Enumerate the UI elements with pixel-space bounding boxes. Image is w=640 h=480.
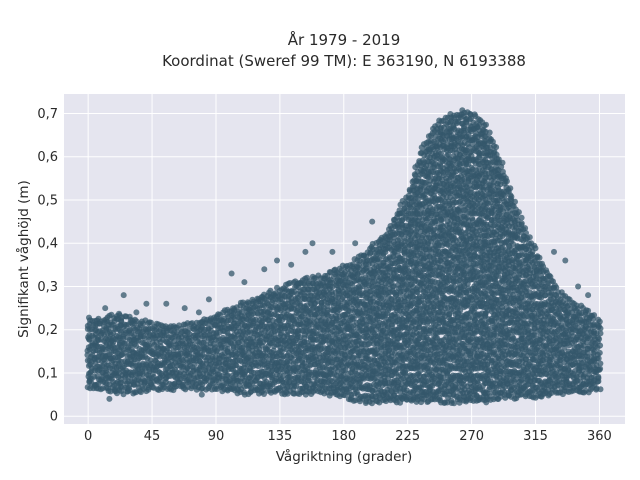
chart-title-line-1: År 1979 - 2019: [288, 30, 401, 49]
data-point: [180, 381, 187, 388]
data-points: [84, 107, 604, 407]
data-point: [148, 319, 154, 326]
data-point: [269, 372, 276, 379]
chart-title-line-2: Koordinat (Sweref 99 TM): E 363190, N 61…: [162, 52, 526, 70]
data-point: [227, 339, 234, 345]
data-point: [238, 309, 245, 316]
